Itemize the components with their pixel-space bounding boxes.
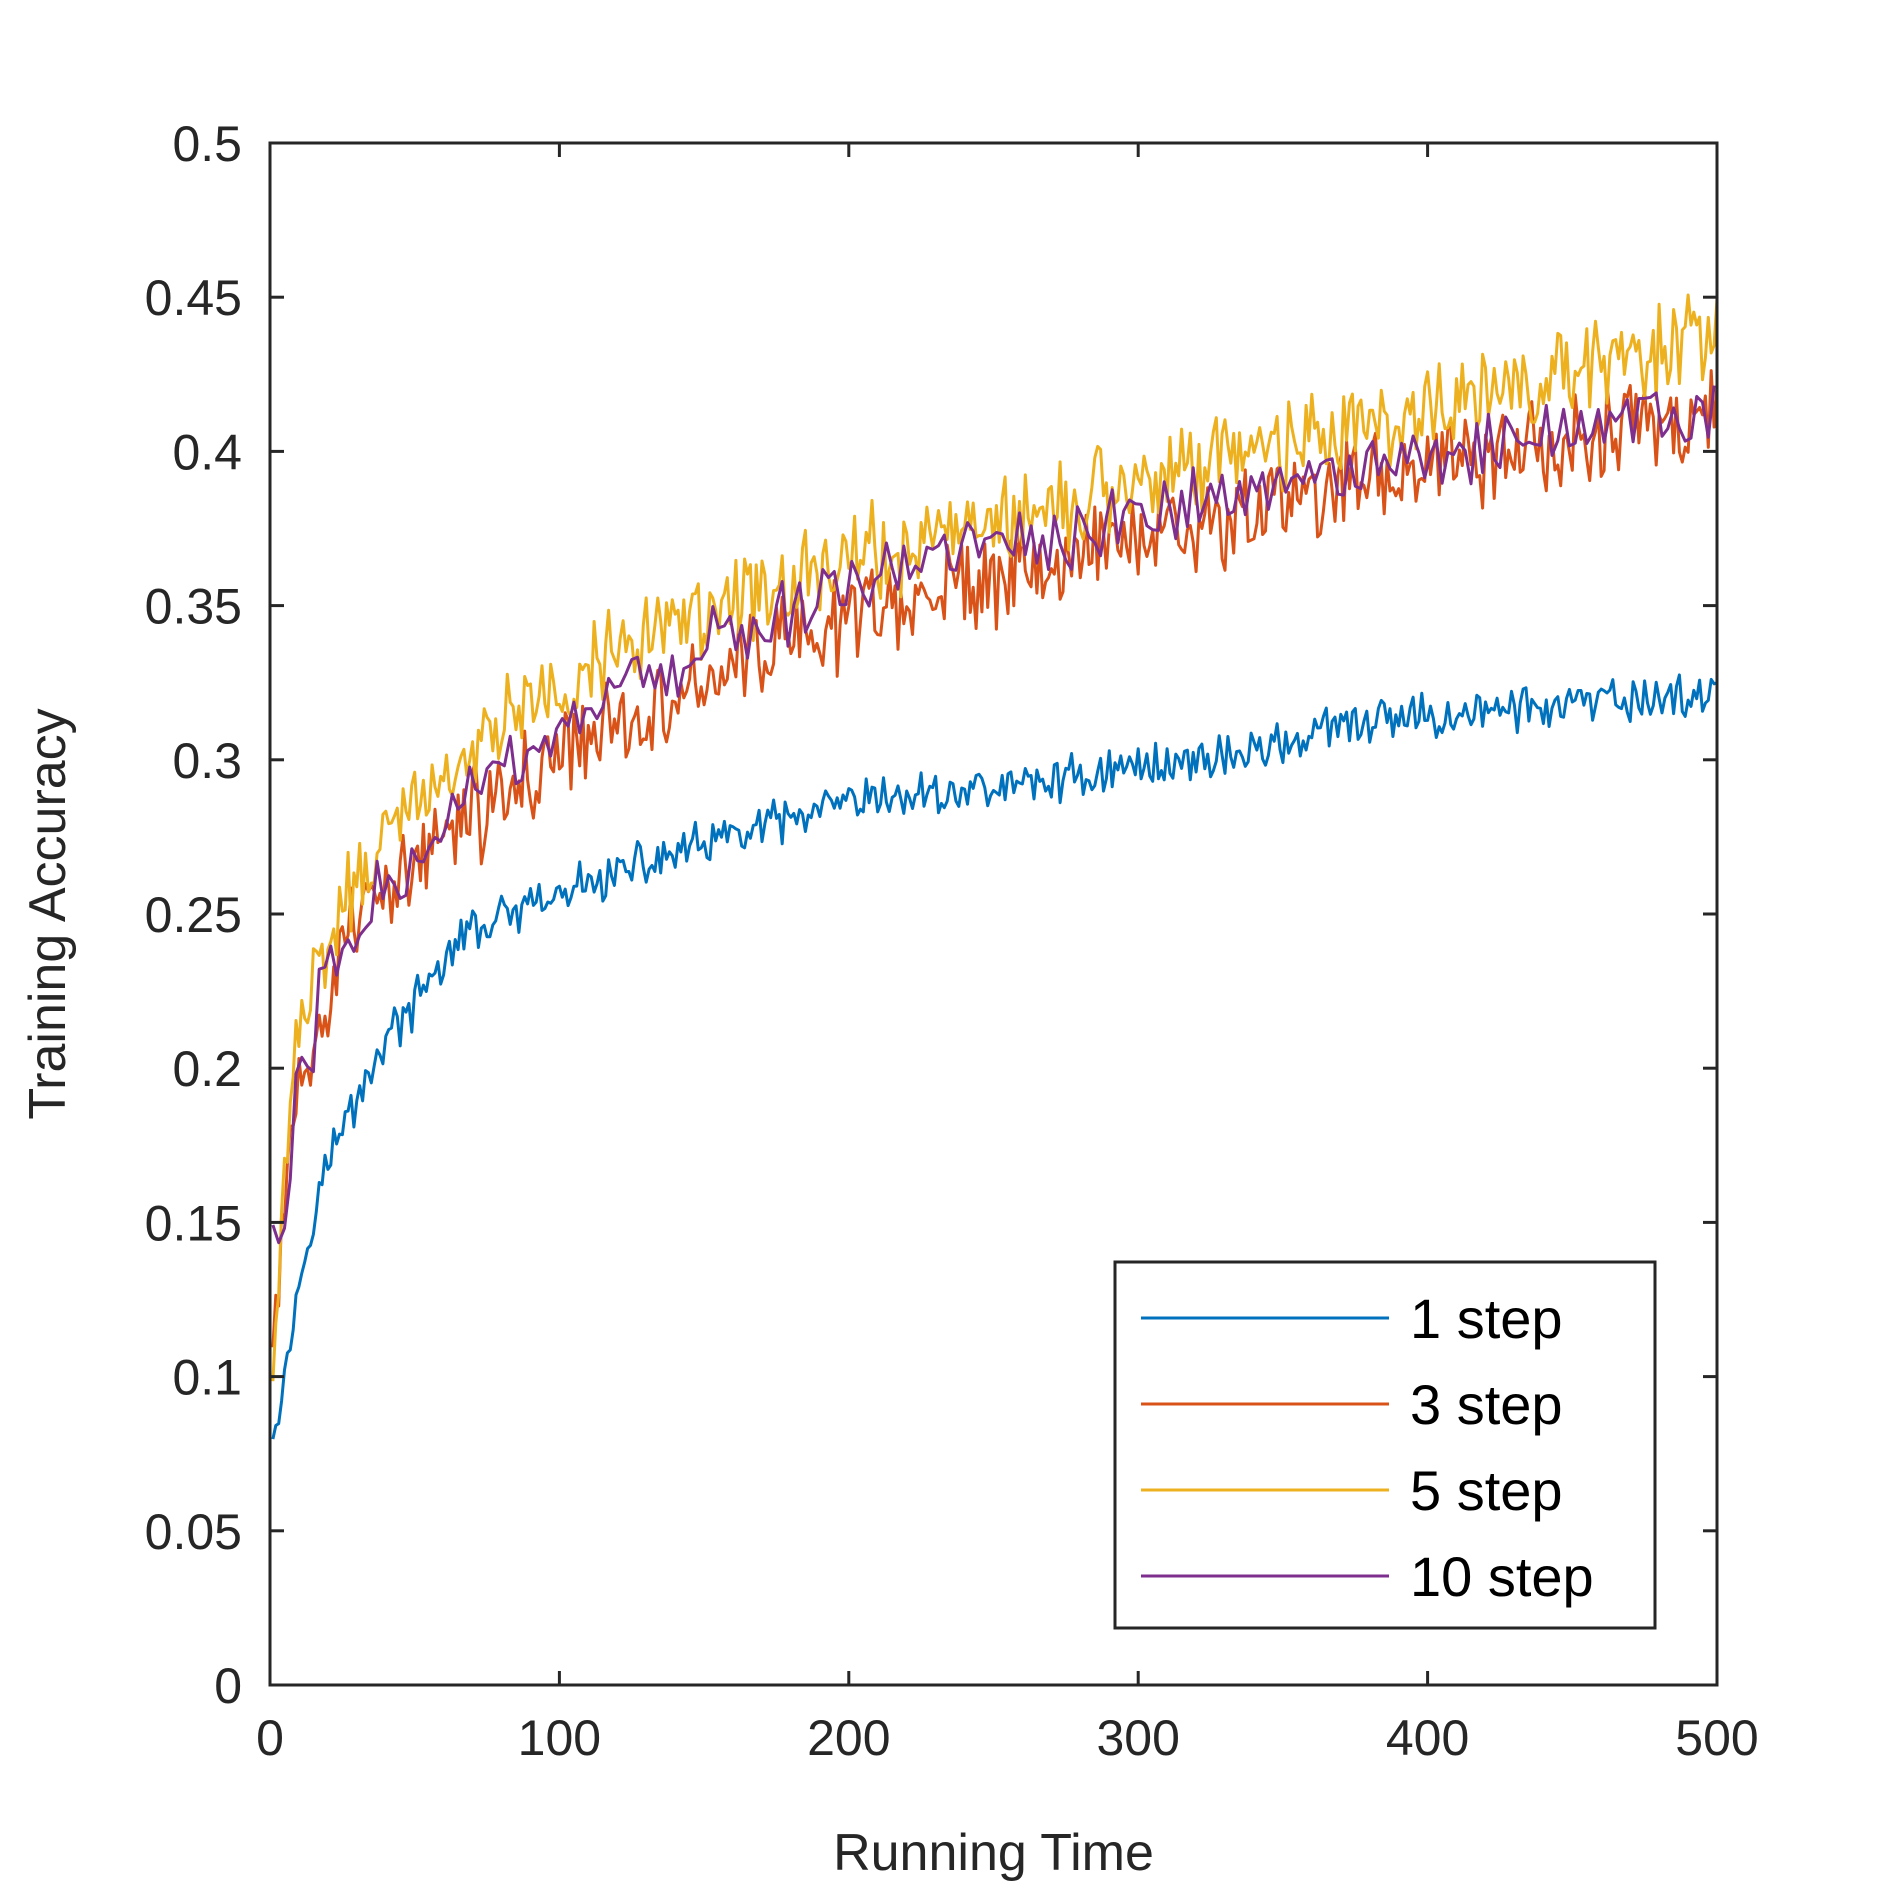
- x-tick-label: 400: [1386, 1710, 1469, 1766]
- x-tick-label: 300: [1096, 1710, 1179, 1766]
- x-axis-label: Running Time: [833, 1824, 1154, 1882]
- legend-box: [1113, 1260, 1657, 1630]
- y-tick-label: 0.45: [145, 270, 242, 326]
- x-tick-label: 100: [518, 1710, 601, 1766]
- axis-ticks: 0 100 200 300 400 500 0 0.05 0.1 0.15 0.2 0.25 0.3 0.…: [145, 116, 1759, 1766]
- y-tick-label: 0.2: [172, 1041, 242, 1097]
- y-axis-label: Training Accuracy: [19, 708, 77, 1119]
- y-tick-label: 0.05: [145, 1504, 242, 1560]
- series-layer: [271, 293, 1719, 1440]
- series-line-3-step: [271, 369, 1719, 1348]
- legend: 1 step 3 step 5 step 10 step: [1113, 1260, 1657, 1630]
- y-tick-label: 0.4: [172, 424, 242, 480]
- legend-label: 10 step: [1410, 1545, 1594, 1608]
- x-tick-label: 500: [1675, 1710, 1758, 1766]
- y-tick-label: 0.35: [145, 579, 242, 635]
- y-tick-label: 0.15: [145, 1195, 242, 1251]
- legend-label: 3 step: [1410, 1373, 1563, 1436]
- y-tick-label: 0.5: [172, 116, 242, 172]
- y-tick-label: 0.25: [145, 887, 242, 943]
- y-tick-label: 0.1: [172, 1350, 242, 1406]
- series-line-1-step: [271, 673, 1718, 1440]
- x-tick-label: 200: [807, 1710, 890, 1766]
- series-line-10-step: [271, 385, 1716, 1245]
- y-tick-label: 0: [214, 1658, 242, 1714]
- x-tick-label: 0: [256, 1710, 284, 1766]
- legend-label: 5 step: [1410, 1459, 1563, 1522]
- series-line-5-step: [271, 293, 1719, 1382]
- y-tick-label: 0.3: [172, 733, 242, 789]
- legend-label: 1 step: [1410, 1287, 1563, 1350]
